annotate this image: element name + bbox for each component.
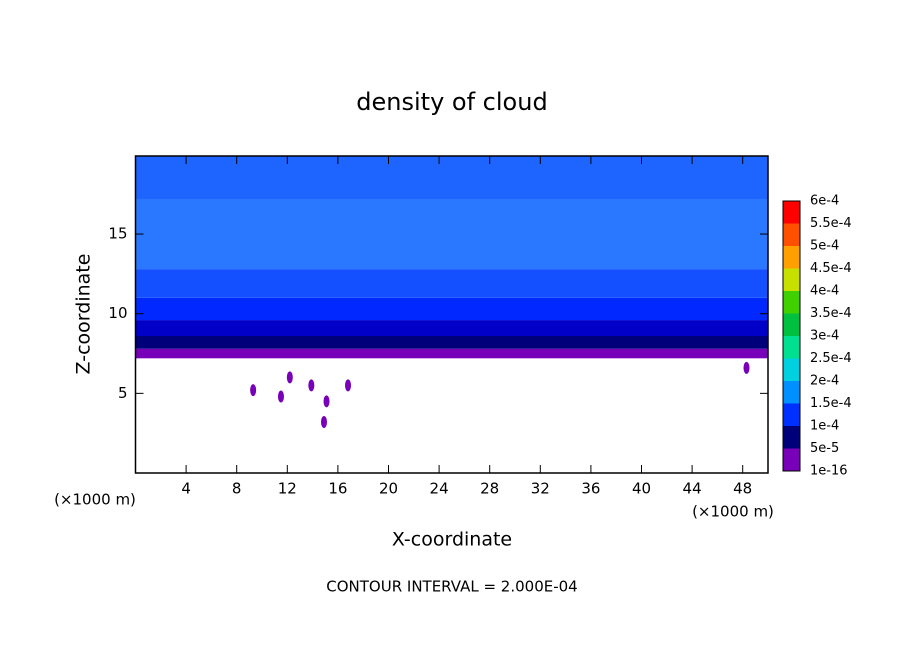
colorbar-frame — [782, 200, 801, 472]
colorbar-label: 1e-16 — [810, 464, 848, 479]
colorbar-swatch — [783, 426, 800, 449]
x-tick-label: 4 — [181, 480, 191, 498]
x-tick-label: 12 — [278, 480, 297, 498]
colorbar-label: 3e-4 — [810, 329, 839, 344]
colorbar-label: 3.5e-4 — [810, 306, 852, 321]
colorbar-label: 6e-4 — [810, 194, 839, 209]
x-tick-label: 8 — [232, 480, 242, 498]
colorbar-swatch — [783, 201, 800, 224]
colorbar-label: 1e-4 — [810, 419, 839, 434]
colorbar-swatch — [783, 313, 800, 336]
colorbar-swatch — [783, 246, 800, 269]
contour-band — [135, 320, 768, 337]
contour-band — [135, 199, 768, 270]
contour-band — [135, 269, 768, 298]
colorbar-label: 2e-4 — [810, 374, 839, 389]
contour-patch — [250, 384, 257, 397]
contour-patch — [286, 371, 293, 384]
contour-patch — [743, 361, 750, 374]
contour-band — [135, 336, 768, 349]
colorbar-label: 4.5e-4 — [810, 261, 852, 276]
y-tick-label: 5 — [118, 384, 128, 402]
x-tick-label: 40 — [632, 480, 651, 498]
y-unit: (×1000 m) — [54, 491, 136, 509]
footer: CONTOUR INTERVAL = 2.000E-04 — [326, 578, 577, 596]
colorbar-label: 5.5e-4 — [810, 216, 852, 231]
y-tick-label: 15 — [108, 225, 127, 243]
contour-patch — [323, 395, 330, 408]
x-axis-label: X-coordinate — [392, 529, 512, 551]
colorbar-swatch — [783, 381, 800, 404]
contour-band — [135, 297, 768, 321]
x-tick-label: 44 — [683, 480, 702, 498]
colorbar-swatch — [783, 358, 800, 381]
contour-patch — [320, 416, 327, 429]
contour-patch — [345, 379, 352, 392]
x-tick-label: 28 — [480, 480, 499, 498]
colorbar-label: 1.5e-4 — [810, 396, 852, 411]
contour-band — [135, 348, 768, 359]
colorbar-swatch — [783, 268, 800, 291]
colorbar-label: 4e-4 — [810, 284, 839, 299]
x-tick-label: 24 — [430, 480, 449, 498]
x-unit: (×1000 m) — [692, 503, 774, 521]
colorbar-swatch — [783, 223, 800, 246]
colorbar-swatch — [783, 448, 800, 471]
x-tick-label: 20 — [379, 480, 398, 498]
x-tick-label: 36 — [581, 480, 600, 498]
colorbar-swatch — [783, 291, 800, 314]
contour-patch — [308, 379, 315, 392]
colorbar-label: 5e-4 — [810, 239, 839, 254]
chart-title: density of cloud — [356, 88, 547, 116]
y-tick-label: 10 — [108, 304, 127, 322]
colorbar-swatch — [783, 336, 800, 359]
contour-patch — [277, 390, 284, 403]
contour-band — [135, 156, 768, 200]
x-tick-label: 48 — [733, 480, 752, 498]
plot-frame — [134, 155, 769, 474]
y-axis-label: Z-coordinate — [73, 254, 95, 375]
colorbar-label: 2.5e-4 — [810, 351, 852, 366]
colorbar-swatch — [783, 403, 800, 426]
colorbar-label: 5e-5 — [810, 441, 839, 456]
x-tick-label: 16 — [328, 480, 347, 498]
x-tick-label: 32 — [531, 480, 550, 498]
